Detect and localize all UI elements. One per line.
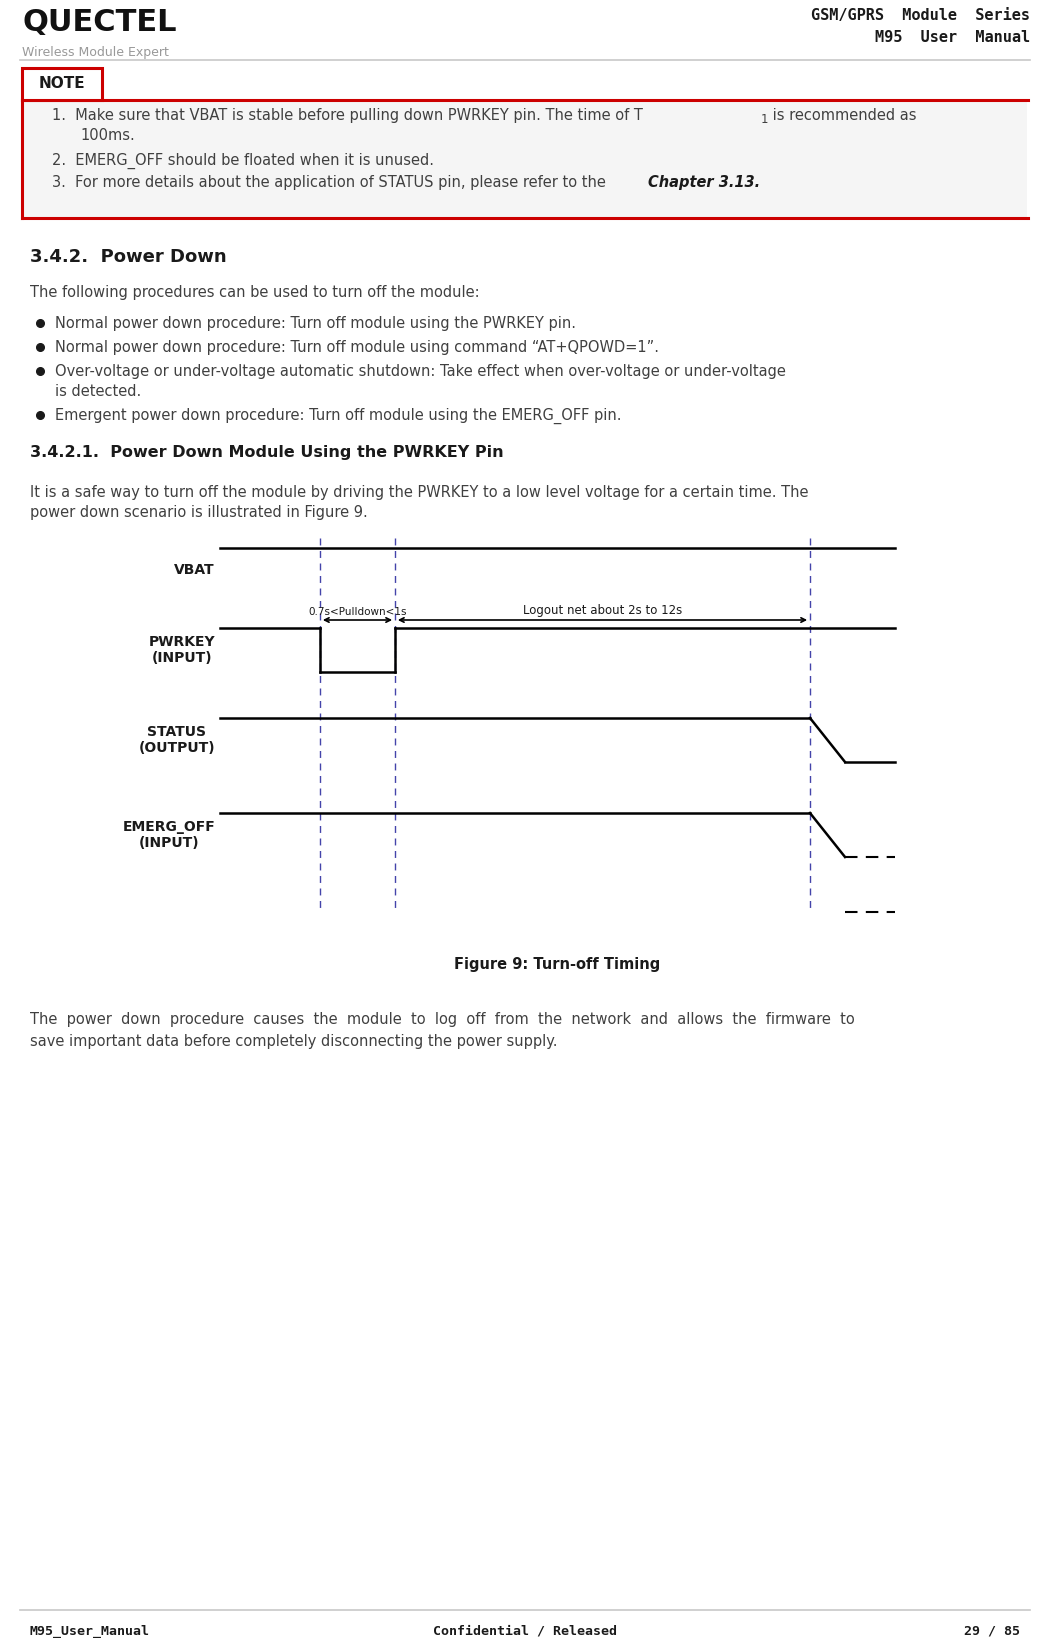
Text: 3.  For more details about the application of STATUS pin, please refer to the: 3. For more details about the applicatio… — [52, 175, 610, 190]
Bar — [23, 100, 1027, 218]
Text: 0.7s<Pulldown<1s: 0.7s<Pulldown<1s — [309, 608, 406, 618]
Text: NOTE: NOTE — [39, 77, 85, 92]
Text: STATUS
(OUTPUT): STATUS (OUTPUT) — [139, 726, 215, 755]
Text: VBAT: VBAT — [174, 563, 215, 577]
Text: QUECTEL: QUECTEL — [22, 8, 176, 38]
FancyBboxPatch shape — [22, 69, 102, 100]
Text: Emergent power down procedure: Turn off module using the EMERG_OFF pin.: Emergent power down procedure: Turn off … — [55, 408, 622, 424]
Text: GSM/GPRS  Module  Series: GSM/GPRS Module Series — [811, 8, 1030, 23]
Text: EMERG_OFF
(INPUT): EMERG_OFF (INPUT) — [122, 821, 215, 850]
Text: 29 / 85: 29 / 85 — [964, 1625, 1020, 1638]
Text: save important data before completely disconnecting the power supply.: save important data before completely di… — [30, 1034, 558, 1048]
Text: 1.  Make sure that VBAT is stable before pulling down PWRKEY pin. The time of T: 1. Make sure that VBAT is stable before … — [52, 108, 643, 123]
Text: It is a safe way to turn off the module by driving the PWRKEY to a low level vol: It is a safe way to turn off the module … — [30, 485, 808, 500]
Text: The  power  down  procedure  causes  the  module  to  log  off  from  the  netwo: The power down procedure causes the modu… — [30, 1012, 855, 1027]
Text: Normal power down procedure: Turn off module using the PWRKEY pin.: Normal power down procedure: Turn off mo… — [55, 316, 576, 331]
Text: Figure 9: Turn-off Timing: Figure 9: Turn-off Timing — [455, 957, 660, 971]
Text: 1: 1 — [761, 113, 769, 126]
Text: 100ms.: 100ms. — [80, 128, 134, 143]
Text: Confidential / Released: Confidential / Released — [433, 1625, 617, 1638]
Text: Chapter 3.13.: Chapter 3.13. — [648, 175, 760, 190]
Text: The following procedures can be used to turn off the module:: The following procedures can be used to … — [30, 285, 480, 300]
Text: Wireless Module Expert: Wireless Module Expert — [22, 46, 169, 59]
Text: 3.4.2.1.  Power Down Module Using the PWRKEY Pin: 3.4.2.1. Power Down Module Using the PWR… — [30, 446, 504, 460]
Text: Logout net about 2s to 12s: Logout net about 2s to 12s — [523, 604, 682, 618]
Text: PWRKEY
(INPUT): PWRKEY (INPUT) — [148, 636, 215, 665]
Text: is recommended as: is recommended as — [768, 108, 917, 123]
Text: 3.4.2.  Power Down: 3.4.2. Power Down — [30, 247, 227, 265]
Text: is detected.: is detected. — [55, 383, 142, 400]
Text: Over-voltage or under-voltage automatic shutdown: Take effect when over-voltage : Over-voltage or under-voltage automatic … — [55, 364, 785, 378]
Text: M95_User_Manual: M95_User_Manual — [30, 1625, 150, 1638]
Text: power down scenario is illustrated in Figure 9.: power down scenario is illustrated in Fi… — [30, 505, 367, 519]
Text: 2.  EMERG_OFF should be floated when it is unused.: 2. EMERG_OFF should be floated when it i… — [52, 152, 434, 169]
Text: M95  User  Manual: M95 User Manual — [875, 29, 1030, 44]
Text: Normal power down procedure: Turn off module using command “AT+QPOWD=1”.: Normal power down procedure: Turn off mo… — [55, 341, 659, 355]
